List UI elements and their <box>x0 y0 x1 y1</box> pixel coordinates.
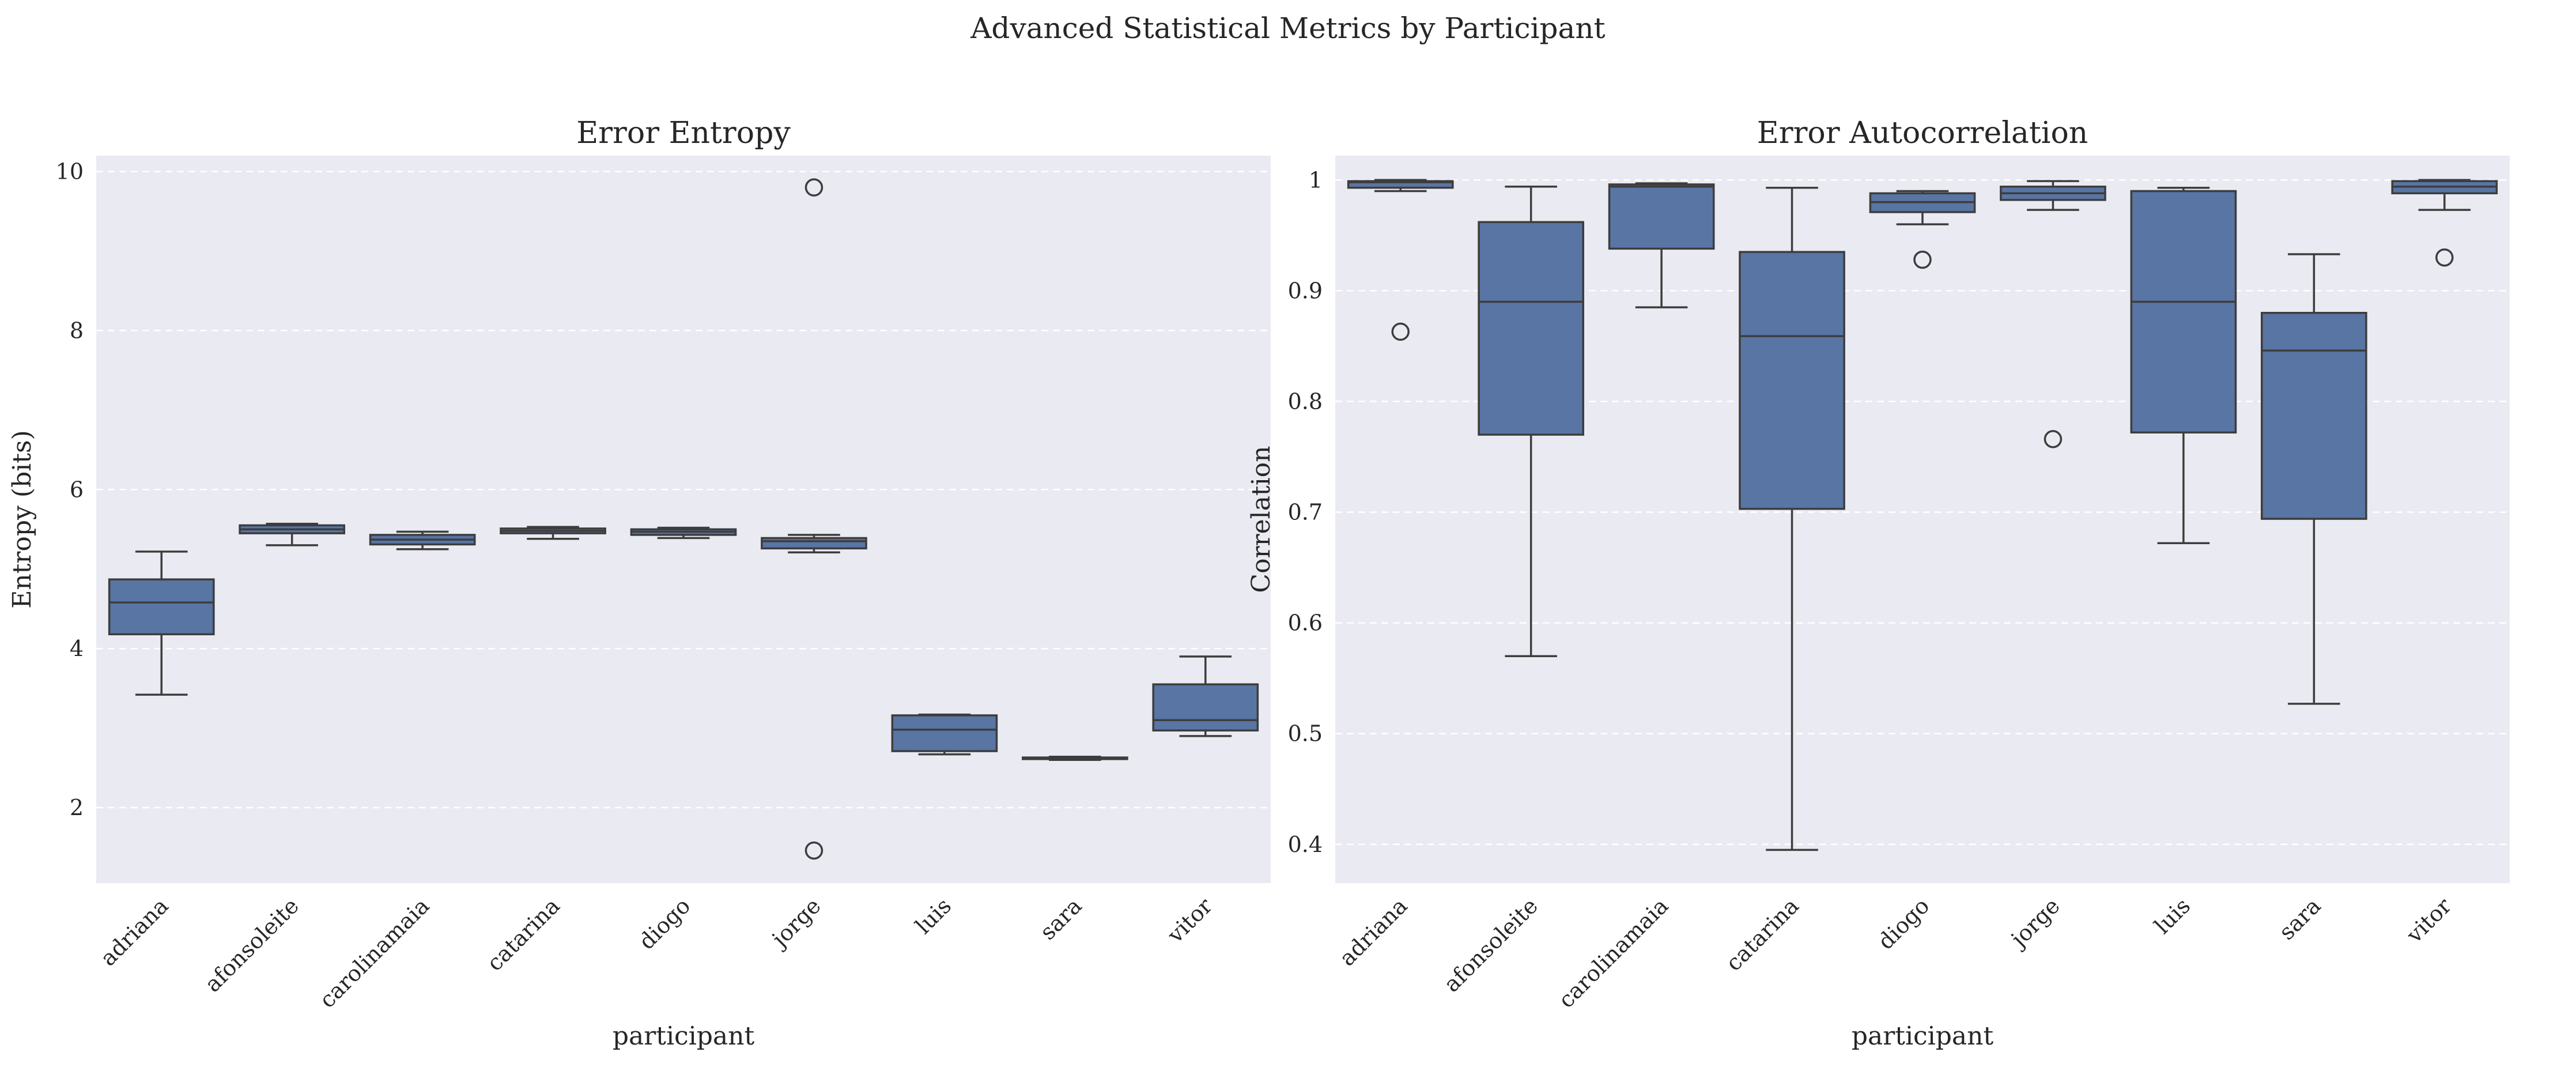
x-tick-label: jorge <box>765 893 825 953</box>
y-axis-label: Entropy (bits) <box>7 430 37 609</box>
box-afonsoleite <box>1478 221 1584 436</box>
outlier-point <box>804 841 824 860</box>
x-axis-label: participant <box>613 1021 755 1051</box>
x-tick-label: adriana <box>1334 893 1412 971</box>
error-entropy-panel: 2 4 6 8 10 adriana afonsoleite carolinamaia cata… <box>7 116 1271 1051</box>
y-tick-label: 0.8 <box>1288 389 1323 414</box>
x-tick-label: vitor <box>1162 893 1218 948</box>
panel-title: Error Entropy <box>576 116 791 150</box>
y-tick-label: 10 <box>56 159 84 184</box>
box-vitor <box>1152 683 1259 732</box>
box-jorge <box>761 537 867 550</box>
outlier-point <box>1391 322 1410 341</box>
panel-title: Error Autocorrelation <box>1757 116 2088 150</box>
x-tick-label: catarina <box>482 893 565 976</box>
y-tick-label: 1 <box>1309 167 1323 193</box>
x-tick-label: luis <box>2150 893 2195 938</box>
y-tick-label: 6 <box>70 477 84 502</box>
y-tick-label: 4 <box>70 636 84 661</box>
y-tick-label: 0.6 <box>1288 610 1323 636</box>
x-tick-label: catarina <box>1721 893 1804 976</box>
box-luis <box>2130 190 2237 433</box>
y-tick-label: 8 <box>70 318 84 343</box>
y-tick-label: 0.5 <box>1288 721 1323 746</box>
error-autocorrelation-panel: 0.4 0.5 0.6 0.7 0.8 0.9 1 adriana afonsoleite car… <box>1247 116 2510 1051</box>
outlier-point <box>1913 250 1932 269</box>
y-tick-label: 0.9 <box>1288 278 1323 303</box>
x-tick-label: diogo <box>1873 893 1934 954</box>
box-carolinamaia <box>1608 183 1715 250</box>
x-tick-label: sara <box>2274 893 2326 945</box>
outlier-point <box>804 178 824 197</box>
x-tick-label: afonsoleite <box>1439 893 1543 997</box>
x-tick-label: carolinamaia <box>1554 893 1674 1013</box>
y-tick-label: 0.4 <box>1288 832 1323 857</box>
box-catarina <box>1739 251 1845 510</box>
y-axis-label: Correlation <box>1247 446 1276 593</box>
y-tick-label: 0.7 <box>1288 500 1323 525</box>
x-tick-label: diogo <box>634 893 695 954</box>
x-tick-label: vitor <box>2401 893 2457 948</box>
outlier-point <box>2044 429 2063 448</box>
plot-area <box>96 156 1271 883</box>
box-adriana <box>108 578 215 636</box>
box-luis <box>891 714 998 752</box>
x-tick-label: afonsoleite <box>200 893 304 997</box>
box-sara <box>2261 312 2367 520</box>
y-tick-label: 2 <box>70 795 84 820</box>
x-tick-label: carolinamaia <box>315 893 435 1013</box>
x-axis-label: participant <box>1852 1021 1994 1051</box>
x-tick-label: adriana <box>95 893 173 971</box>
outlier-point <box>2435 248 2454 267</box>
box-adriana <box>1347 180 1454 189</box>
x-tick-label: sara <box>1035 893 1087 945</box>
x-tick-label: luis <box>911 893 956 938</box>
x-tick-label: jorge <box>2004 893 2064 953</box>
figure-title: Advanced Statistical Metrics by Particip… <box>970 12 1605 45</box>
